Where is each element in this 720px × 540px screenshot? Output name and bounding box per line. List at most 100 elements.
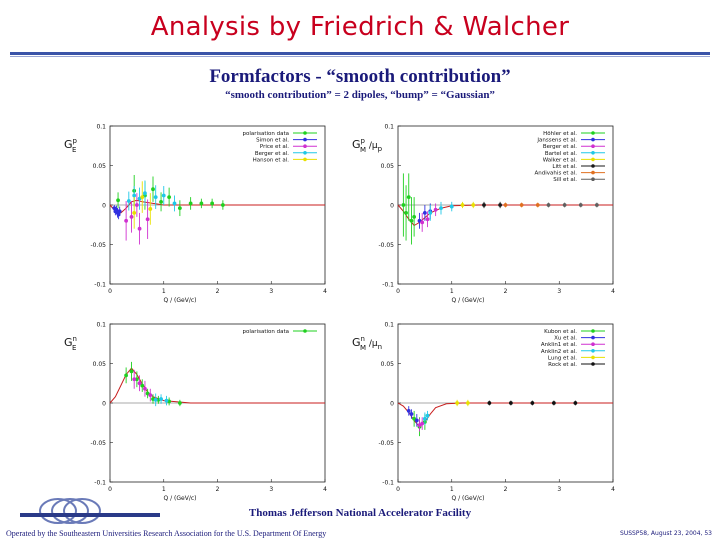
data-point xyxy=(132,211,137,215)
data-point xyxy=(199,201,204,206)
data-point xyxy=(562,203,567,207)
data-point xyxy=(503,203,508,207)
slide-heading: Formfactors - “smooth contribution” xyxy=(209,66,511,87)
x-tick-label: 4 xyxy=(323,288,327,295)
data-point xyxy=(167,195,172,199)
chart-gmn: 0.1 0.05 0 -0.05 -0.1 0 1 2 3 4 Q / (GeV/c) Gn M /μn… xyxy=(350,316,628,506)
x-tick-label: 2 xyxy=(216,288,220,295)
legend-marker xyxy=(591,164,595,168)
legend-marker xyxy=(591,131,595,135)
y-tick-label: 0 xyxy=(102,401,106,408)
data-point xyxy=(406,195,411,199)
data-point xyxy=(401,203,406,207)
footer-operated-by: Operated by the Southeastern Universitie… xyxy=(6,529,327,538)
y-tick-label: -0.1 xyxy=(94,282,106,289)
x-axis-label: Q / (GeV/c) xyxy=(163,297,196,304)
legend-label: polarisation data xyxy=(243,329,289,335)
data-point xyxy=(414,418,419,423)
y-tick-label: 0.05 xyxy=(93,163,107,170)
chart-gmp: 0.1 0.05 0 -0.05 -0.1 0 1 2 3 4 Q / (GeV/c) Gp M /μp… xyxy=(350,118,628,308)
y-tick-label: 0.05 xyxy=(381,361,395,368)
data-point xyxy=(471,203,476,207)
data-point xyxy=(404,211,408,215)
legend-marker xyxy=(303,131,307,135)
data-point xyxy=(140,195,145,199)
legend-marker xyxy=(591,151,595,155)
x-tick-label: 4 xyxy=(323,486,327,493)
data-point xyxy=(508,401,513,405)
legend-label: Höhler et al. xyxy=(543,131,577,137)
x-tick-label: 2 xyxy=(216,486,220,493)
data-point xyxy=(428,211,433,215)
legend-label: Bartel et al. xyxy=(545,151,577,157)
data-point xyxy=(164,398,169,403)
x-tick-label: 1 xyxy=(450,486,454,493)
y-axis-label: Gp E xyxy=(64,137,78,154)
data-point xyxy=(172,201,177,206)
data-point xyxy=(578,203,583,207)
y-tick-label: 0.1 xyxy=(384,322,394,329)
legend-label: Anklin2 et al. xyxy=(541,349,577,355)
y-axis-label: Gn E xyxy=(64,335,77,352)
data-point xyxy=(148,207,153,211)
x-tick-label: 0 xyxy=(396,288,400,295)
data-point xyxy=(594,203,599,207)
slide-subheading: “smooth contribution” = 2 dipoles, “bump… xyxy=(225,89,495,101)
data-point xyxy=(487,401,492,405)
data-point xyxy=(143,386,147,391)
title-rule xyxy=(10,52,710,55)
y-tick-label: 0.1 xyxy=(384,124,394,131)
data-point xyxy=(137,381,142,386)
y-tick-label: -0.1 xyxy=(382,282,394,289)
data-point xyxy=(422,211,427,215)
data-point xyxy=(535,203,540,207)
data-point xyxy=(188,201,193,206)
data-point xyxy=(422,416,427,421)
data-point xyxy=(482,203,486,207)
x-tick-label: 3 xyxy=(269,288,273,295)
data-point xyxy=(132,377,137,382)
y-tick-label: 0.05 xyxy=(381,163,395,170)
data-point xyxy=(551,401,556,405)
legend-label: Kubon et al. xyxy=(544,329,577,335)
data-point xyxy=(132,193,137,198)
legend-marker xyxy=(591,170,595,175)
fit-curve xyxy=(397,402,613,428)
data-point xyxy=(116,198,120,203)
y-tick-label: 0.1 xyxy=(96,124,106,131)
legend-label: Berger et al. xyxy=(255,151,289,157)
data-point xyxy=(409,412,414,416)
data-point xyxy=(153,195,158,199)
y-tick-label: -0.05 xyxy=(378,440,394,447)
x-axis-label: Q / (GeV/c) xyxy=(451,495,484,502)
data-point xyxy=(159,199,163,204)
data-point xyxy=(455,401,460,405)
legend-marker xyxy=(591,157,595,162)
y-tick-label: -0.05 xyxy=(90,440,106,447)
y-tick-label: -0.1 xyxy=(382,480,394,487)
y-tick-label: -0.1 xyxy=(94,480,106,487)
x-tick-label: 4 xyxy=(611,486,615,493)
data-point xyxy=(220,203,225,207)
x-tick-label: 2 xyxy=(504,288,508,295)
data-point xyxy=(433,207,438,212)
legend-marker xyxy=(303,151,307,155)
data-point xyxy=(406,409,411,413)
legend-label: Litt et al. xyxy=(552,164,577,170)
data-point xyxy=(124,218,129,223)
legend-marker xyxy=(591,329,595,333)
data-point xyxy=(137,226,142,231)
data-point xyxy=(210,201,215,206)
legend-marker xyxy=(591,335,595,340)
data-point xyxy=(573,401,578,405)
data-point xyxy=(465,401,470,405)
legend-marker xyxy=(303,157,307,162)
data-point xyxy=(124,373,129,378)
data-point xyxy=(177,401,182,405)
x-tick-label: 2 xyxy=(504,486,508,493)
data-point xyxy=(153,397,158,402)
y-tick-label: -0.05 xyxy=(90,242,106,249)
data-point xyxy=(159,397,163,401)
x-axis-label: Q / (GeV/c) xyxy=(451,297,484,304)
